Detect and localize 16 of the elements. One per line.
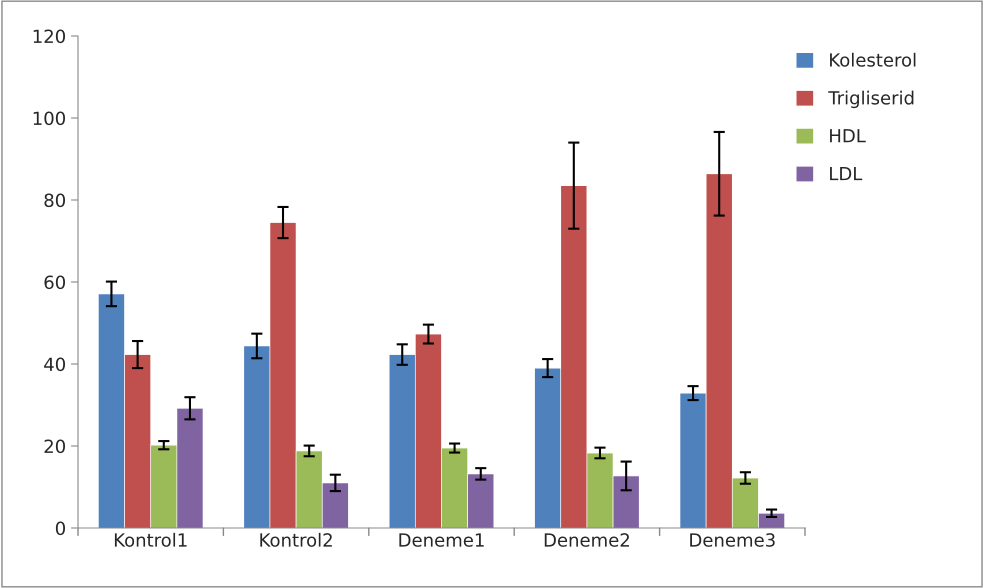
y-tick-label: 80 (44, 193, 65, 208)
y-tick-label: 120 (34, 29, 65, 44)
x-tick-label: Kontrol1 (114, 532, 187, 547)
y-tick-label: 100 (34, 111, 65, 126)
x-tick-label: Deneme3 (690, 533, 775, 547)
y-tick-label: 0 (56, 521, 65, 536)
y-tick-label: 60 (44, 275, 65, 290)
x-tick-label: Deneme2 (544, 533, 629, 547)
legend-label: Kolesterol (830, 52, 916, 67)
y-tick-label: 20 (44, 439, 65, 454)
legend-label: HDL (830, 129, 866, 142)
legend-label: Trigliserid (828, 90, 914, 108)
x-tick-label: Kontrol2 (260, 532, 332, 547)
legend-label: LDL (830, 166, 862, 180)
x-tick-label: Deneme1 (399, 533, 484, 547)
y-tick-label: 40 (44, 357, 65, 372)
